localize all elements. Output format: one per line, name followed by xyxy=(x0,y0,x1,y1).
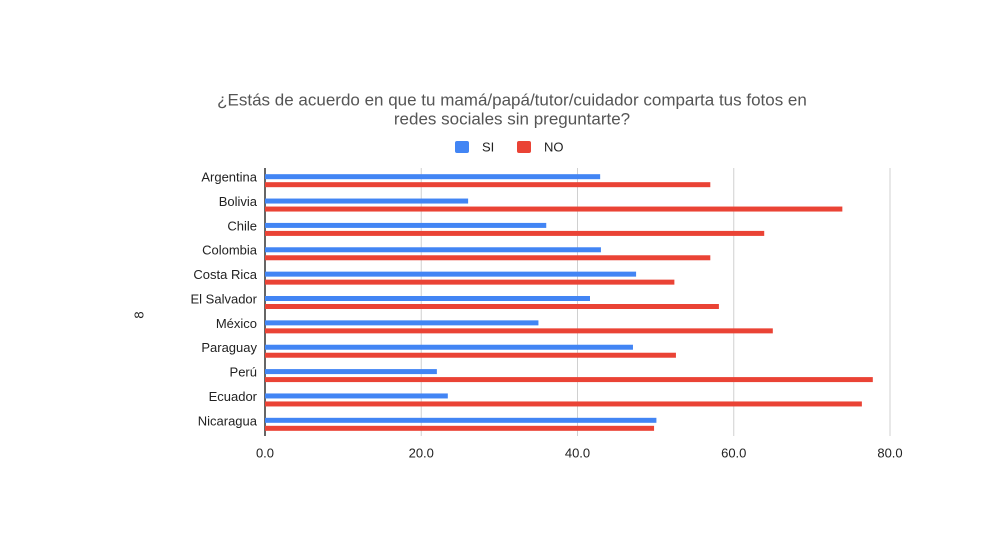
bar xyxy=(265,230,765,236)
x-tick-label: 80.0 xyxy=(877,445,902,460)
bar xyxy=(265,369,437,375)
legend-label: SI xyxy=(482,139,494,154)
bar xyxy=(265,255,711,261)
bar xyxy=(265,377,873,383)
bar xyxy=(265,352,676,358)
y-tick-label: Chile xyxy=(227,218,257,233)
y-tick-label: Costa Rica xyxy=(193,267,257,282)
x-tick-label: 20.0 xyxy=(409,445,434,460)
legend-swatch xyxy=(455,141,469,153)
legend-label: NO xyxy=(544,139,564,154)
bar xyxy=(265,174,601,180)
bar xyxy=(265,401,862,407)
bar xyxy=(265,320,539,326)
bar xyxy=(265,279,675,285)
y-tick-label: Ecuador xyxy=(209,389,258,404)
bar xyxy=(265,247,601,253)
x-tick-label: 60.0 xyxy=(721,445,746,460)
bar xyxy=(265,417,657,423)
bar xyxy=(265,393,448,399)
bar xyxy=(265,304,719,309)
bar xyxy=(265,222,547,228)
y-tick-label: Colombia xyxy=(202,243,258,258)
y-tick-label: Perú xyxy=(230,365,257,380)
y-axis-label: 8 xyxy=(131,311,146,318)
bar xyxy=(265,328,773,334)
x-tick-label: 0.0 xyxy=(256,445,274,460)
y-tick-label: Nicaragua xyxy=(198,413,258,428)
bar xyxy=(265,182,711,188)
chart-title: ¿Estás de acuerdo en que tu mamá/papá/tu… xyxy=(217,90,807,109)
bar xyxy=(265,198,469,204)
y-tick-label: Paraguay xyxy=(201,340,257,355)
y-tick-label: México xyxy=(216,316,257,331)
bar xyxy=(265,344,633,350)
bar xyxy=(265,425,655,431)
y-tick-label: Argentina xyxy=(201,170,257,185)
legend-swatch xyxy=(517,141,531,153)
chart-title: redes sociales sin preguntarte? xyxy=(394,109,630,128)
x-tick-label: 40.0 xyxy=(565,445,590,460)
bar xyxy=(265,296,590,301)
y-tick-label: El Salvador xyxy=(191,291,258,306)
bar xyxy=(265,271,637,277)
bar xyxy=(265,206,843,212)
y-tick-label: Bolivia xyxy=(219,194,258,209)
